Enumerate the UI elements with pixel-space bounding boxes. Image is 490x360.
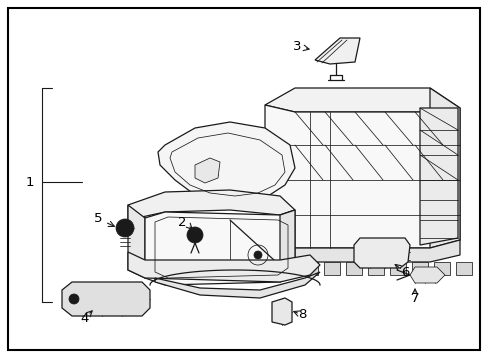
Polygon shape	[265, 88, 460, 112]
Circle shape	[192, 232, 198, 238]
Polygon shape	[265, 105, 460, 248]
Polygon shape	[272, 298, 292, 325]
Text: 5: 5	[94, 212, 102, 225]
Polygon shape	[346, 262, 362, 275]
Polygon shape	[368, 262, 384, 275]
Polygon shape	[430, 88, 460, 248]
Text: 7: 7	[411, 292, 419, 305]
Polygon shape	[145, 210, 295, 285]
Circle shape	[254, 251, 262, 259]
Polygon shape	[410, 267, 445, 283]
Polygon shape	[155, 272, 320, 298]
Circle shape	[69, 294, 79, 304]
Polygon shape	[390, 262, 406, 275]
Circle shape	[116, 219, 134, 237]
Polygon shape	[354, 238, 410, 268]
Polygon shape	[128, 205, 145, 278]
Text: 1: 1	[26, 176, 34, 189]
Polygon shape	[280, 210, 295, 282]
Polygon shape	[265, 240, 460, 262]
Text: 6: 6	[401, 266, 409, 279]
Polygon shape	[62, 282, 150, 316]
Circle shape	[121, 224, 129, 232]
Text: 4: 4	[81, 311, 89, 324]
Polygon shape	[412, 262, 428, 275]
Polygon shape	[302, 262, 318, 275]
Polygon shape	[434, 262, 450, 275]
Text: 2: 2	[178, 216, 186, 229]
Text: 8: 8	[298, 309, 306, 321]
Polygon shape	[315, 38, 360, 64]
Text: 3: 3	[293, 40, 301, 53]
Polygon shape	[128, 252, 320, 282]
Polygon shape	[324, 262, 340, 275]
Polygon shape	[456, 262, 472, 275]
Circle shape	[187, 227, 203, 243]
Polygon shape	[195, 158, 220, 183]
Polygon shape	[280, 262, 296, 275]
Polygon shape	[420, 108, 458, 245]
Polygon shape	[128, 190, 295, 220]
Polygon shape	[158, 122, 295, 202]
